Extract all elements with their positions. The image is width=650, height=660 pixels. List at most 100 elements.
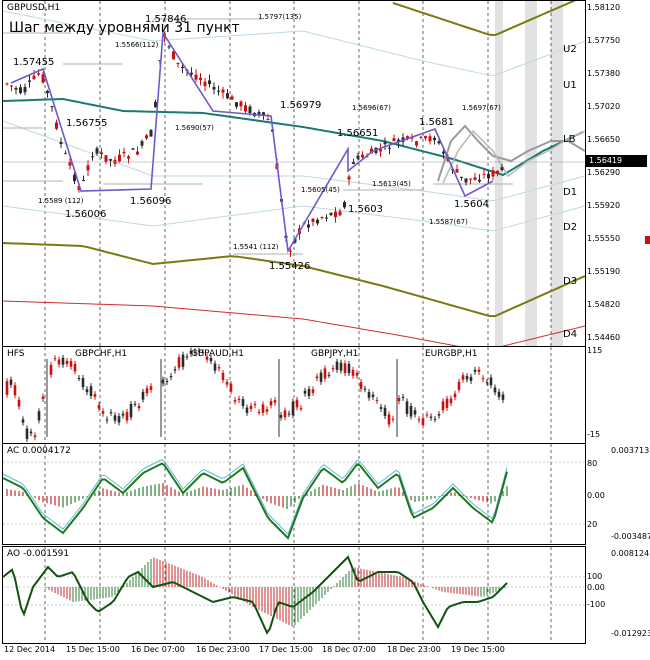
candle-body	[307, 224, 310, 228]
candle-body	[181, 67, 184, 69]
price-tick: 1.54460	[587, 333, 621, 342]
candle-body	[86, 165, 90, 171]
candle-body	[367, 392, 371, 398]
hfs-pair-label: GBPAUD,H1	[191, 349, 245, 359]
zigzag-line	[10, 30, 494, 254]
candle-body	[189, 350, 193, 354]
candle-body	[401, 396, 405, 398]
candle-body	[397, 398, 401, 402]
ac-main-line	[3, 462, 508, 540]
candle-body	[445, 398, 449, 408]
candle-body	[190, 72, 193, 75]
candle-body	[388, 147, 391, 149]
candle-body	[425, 414, 429, 416]
candle-body	[65, 360, 69, 364]
candle-body	[197, 350, 201, 352]
ao-axis: 0.008124 100 0.00 -100 -0.012923	[585, 546, 650, 642]
candle-body	[10, 85, 13, 87]
candle-body	[391, 418, 395, 420]
candle-body	[379, 149, 382, 152]
candle-body	[239, 101, 243, 107]
hfs-panel[interactable]: HFS GBPCHF,H1 GBPAUD,H1 GBPJPY,H1 EURGBP…	[2, 346, 586, 444]
candle-body	[383, 142, 387, 145]
candle-body	[464, 178, 468, 183]
candle-body	[273, 400, 277, 403]
candle-body	[23, 87, 27, 93]
candle-body	[226, 93, 229, 99]
candle-body	[320, 217, 324, 219]
candle-body	[371, 394, 375, 397]
price-tick: 1.54820	[587, 300, 621, 309]
candle-body	[457, 381, 461, 390]
candle-body	[347, 176, 351, 180]
ac-svg	[3, 444, 585, 544]
candle-body	[409, 405, 413, 417]
candle-body	[57, 359, 61, 365]
ao-tick: -0.012923	[611, 629, 650, 638]
ac-tick: 0.003713	[611, 446, 650, 455]
candle-body	[361, 154, 364, 158]
candle-body	[46, 90, 49, 94]
candle-body	[117, 416, 121, 423]
candle-body	[319, 372, 323, 382]
price-chart-svg	[3, 1, 585, 346]
candle-body	[419, 136, 423, 138]
candle-body	[105, 419, 109, 421]
candle-body	[379, 407, 383, 409]
candle-body	[29, 431, 33, 434]
candle-body	[397, 139, 400, 143]
ao-tick: 100	[587, 572, 603, 581]
candle-body	[441, 401, 445, 411]
level-annotation: 1.5541 (112)	[233, 243, 279, 251]
candle-body	[493, 387, 497, 393]
time-tick: 16 Dec 23:00	[196, 645, 250, 654]
price-tick: 1.56290	[587, 168, 621, 177]
candle-body	[41, 396, 45, 399]
candle-body	[97, 405, 101, 409]
candle-body	[41, 74, 45, 83]
candle-body	[248, 106, 252, 114]
candle-body	[208, 80, 211, 85]
ao-panel[interactable]: AO -0.001591	[2, 546, 586, 644]
candle-body	[429, 416, 433, 418]
candle-body	[235, 102, 238, 107]
hfs-axis: 115 -15	[585, 346, 650, 442]
price-tick: 1.58120	[587, 3, 621, 12]
price-tick: 1.56650	[587, 135, 621, 144]
candle-body	[133, 403, 137, 405]
ao-tick: 0.00	[587, 583, 605, 592]
candle-body	[68, 162, 72, 166]
candle-body	[169, 376, 173, 378]
candle-body	[455, 169, 459, 173]
candle-body	[37, 411, 41, 421]
candle-body	[449, 398, 453, 404]
candle-body	[421, 418, 425, 426]
candle-body	[245, 407, 249, 413]
swing-label: 1.5681	[419, 117, 454, 128]
candle-body	[482, 173, 486, 175]
candle-body	[477, 369, 481, 372]
candle-body	[437, 414, 441, 416]
candle-body	[109, 159, 112, 161]
ac-panel[interactable]: AC 0.0004172	[2, 443, 586, 545]
candle-body	[199, 77, 202, 80]
candle-body	[77, 377, 81, 379]
candle-body	[489, 377, 493, 386]
price-chart-panel[interactable]: GBPUSD,H1 Шаг между уровнями 31 пункт 1.…	[2, 0, 586, 347]
candle-body	[19, 87, 22, 94]
outer-band	[3, 242, 585, 318]
swing-label: 1.57846	[145, 14, 187, 25]
ac-tick: 0.00	[587, 491, 605, 500]
candle-body	[149, 130, 153, 137]
level-annotation: 1.5690(57)	[175, 124, 214, 132]
candle-body	[73, 174, 76, 182]
candle-body	[49, 364, 53, 375]
ac-axis: 0.003713 80 0.00 20 -0.003487	[585, 443, 650, 543]
candle-body	[331, 368, 335, 370]
swing-label: 1.56006	[65, 209, 107, 220]
swing-label: 1.56755	[66, 118, 108, 129]
level-annotation: 1.5566(112)	[115, 41, 159, 49]
candle-body	[249, 405, 253, 410]
candle-body	[325, 217, 328, 219]
candle-body	[453, 393, 457, 398]
